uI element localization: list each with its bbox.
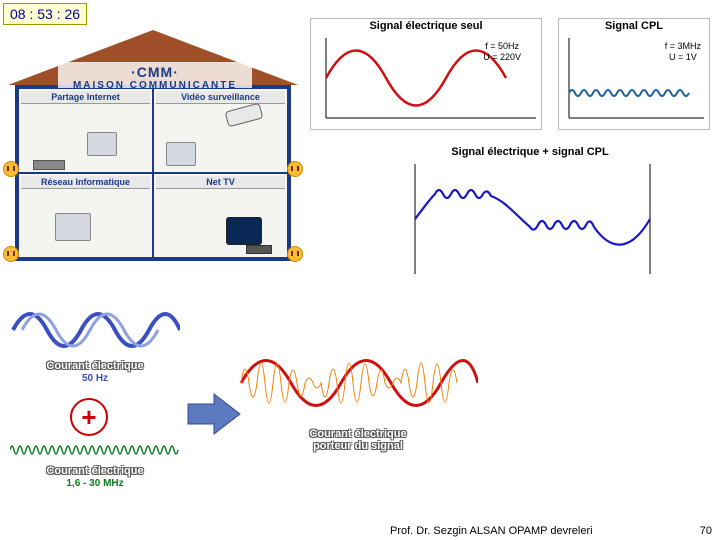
signal-electric-title: Signal électrique seul [311, 19, 541, 33]
room-title: Partage Internet [21, 91, 150, 104]
blue-sine-icon [10, 300, 180, 360]
combined-wave-icon [380, 159, 680, 279]
room-network: Réseau Informatique [18, 173, 153, 258]
outlet-icon [287, 161, 303, 177]
blue-wave-block: Courant électrique 50 Hz [10, 300, 180, 384]
signal-electric-labels: f = 50Hz U = 220V [483, 41, 521, 63]
outlet-icon [3, 246, 19, 262]
room-nettv: Net TV [153, 173, 288, 258]
red-wave-block: Courant électrique porteur du signal [238, 338, 478, 452]
footer-text: Prof. Dr. Sezgin ALSAN OPAMP devreleri [390, 525, 593, 537]
room-title: Net TV [156, 176, 285, 189]
carrier-wave-icon [238, 338, 478, 428]
signal-cpl-labels: f = 3MHz U = 1V [665, 41, 701, 63]
tv-icon [226, 217, 262, 245]
house-diagram: ·CMM· MAISON COMMUNICANTE Partage Intern… [8, 30, 298, 261]
arrow-right-icon [186, 392, 232, 428]
room-title: Vidéo surveillance [156, 91, 285, 104]
camera-icon [225, 103, 264, 128]
green-wave-label: Courant électrique 1,6 - 30 MHz [10, 465, 180, 489]
room-video: Vidéo surveillance [153, 88, 288, 173]
plus-icon: + [70, 398, 108, 436]
signal-combined-title: Signal électrique + signal CPL [380, 145, 680, 159]
signal-cpl-title: Signal CPL [559, 19, 709, 33]
pc-icon [166, 142, 196, 166]
outlet-icon [287, 246, 303, 262]
red-wave-label: Courant électrique porteur du signal [238, 428, 478, 452]
signal-cpl-box: Signal CPL f = 3MHz U = 1V [558, 18, 710, 130]
settop-icon [246, 245, 272, 254]
green-hf-icon [10, 435, 180, 465]
pc-icon [55, 213, 91, 241]
footer-page: 70 [700, 525, 712, 537]
signal-combined-box: Signal électrique + signal CPL [380, 145, 680, 279]
timer: 08 : 53 : 26 [3, 3, 87, 25]
house-rooms: Partage Internet Vidéo surveillance Rése… [15, 85, 291, 261]
signal-electric-box: Signal électrique seul f = 50Hz U = 220V [310, 18, 542, 130]
logo-cmm: ·CMM· [60, 64, 250, 80]
green-wave-block: Courant électrique 1,6 - 30 MHz [10, 435, 180, 489]
router-icon [33, 160, 65, 170]
blue-wave-label: Courant électrique 50 Hz [10, 360, 180, 384]
pc-icon [87, 132, 117, 156]
room-internet: Partage Internet [18, 88, 153, 173]
room-title: Réseau Informatique [21, 176, 150, 189]
outlet-icon [3, 161, 19, 177]
